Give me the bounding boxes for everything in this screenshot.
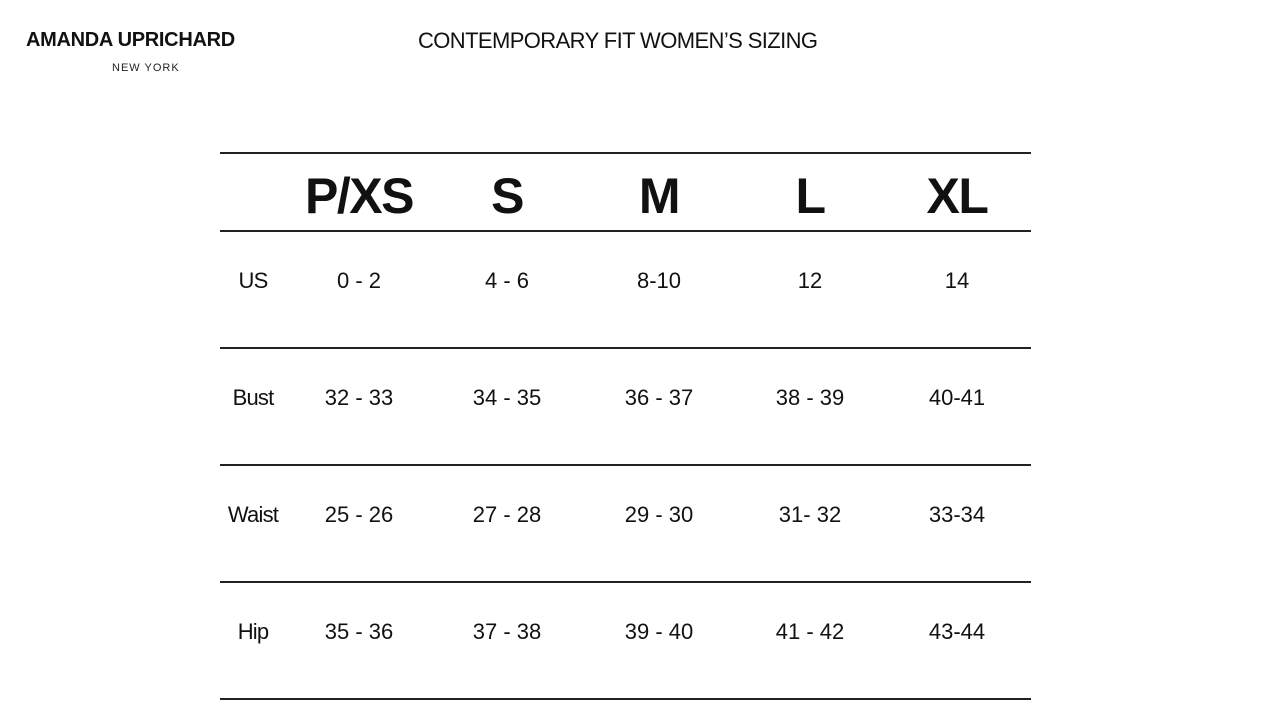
table-cell: 12 (797, 268, 823, 293)
table-cell: 25 - 26 (324, 502, 394, 527)
brand-city: NEW YORK (112, 62, 180, 74)
table-divider (220, 347, 1031, 349)
column-header-size: L (795, 168, 826, 224)
table-divider (220, 152, 1031, 154)
column-header-size: P/XS (305, 168, 414, 224)
column-header-size: S (491, 168, 524, 224)
table-cell: 27 - 28 (472, 502, 542, 527)
page-title: CONTEMPORARY FIT WOMEN’S SIZING (418, 28, 818, 53)
table-cell: 4 - 6 (484, 268, 530, 293)
row-label: Hip (237, 619, 269, 644)
table-cell: 37 - 38 (472, 619, 542, 644)
table-divider (220, 230, 1031, 232)
table-cell: 33-34 (928, 502, 986, 527)
table-cell: 41 - 42 (775, 619, 845, 644)
table-cell: 29 - 30 (624, 502, 694, 527)
table-cell: 43-44 (928, 619, 986, 644)
table-cell: 39 - 40 (624, 619, 694, 644)
table-cell: 36 - 37 (624, 385, 694, 410)
table-cell: 34 - 35 (472, 385, 542, 410)
row-label: Bust (232, 385, 275, 410)
table-cell: 8-10 (636, 268, 682, 293)
table-cell: 14 (944, 268, 970, 293)
column-header-size: XL (926, 168, 989, 224)
table-cell: 0 - 2 (336, 268, 382, 293)
row-label: Waist (227, 502, 279, 527)
column-header-size: M (638, 168, 681, 224)
table-cell: 38 - 39 (775, 385, 845, 410)
table-cell: 31- 32 (778, 502, 842, 527)
table-cell: 35 - 36 (324, 619, 394, 644)
brand-logo: AMANDA UPRICHARD (26, 29, 235, 51)
table-divider (220, 464, 1031, 466)
table-divider (220, 698, 1031, 700)
table-divider (220, 581, 1031, 583)
table-cell: 32 - 33 (324, 385, 394, 410)
table-cell: 40-41 (928, 385, 986, 410)
row-label: US (238, 268, 269, 293)
